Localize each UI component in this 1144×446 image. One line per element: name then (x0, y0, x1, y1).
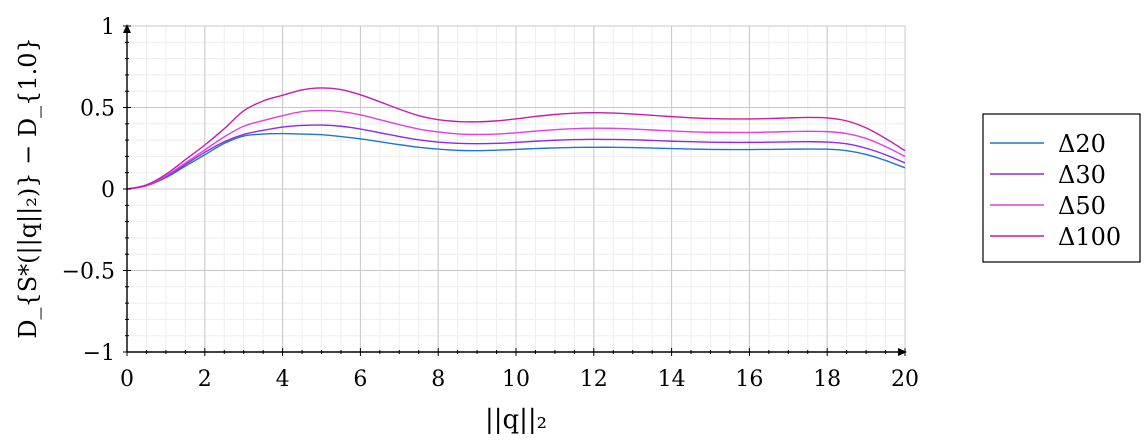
x-axis-label: ||q||₂ (485, 405, 547, 435)
legend-label-3: Δ100 (1058, 223, 1121, 251)
x-tick-label: 10 (502, 367, 530, 392)
legend-box (982, 113, 1141, 263)
series-line-0 (126, 132, 906, 190)
legend: Δ20 Δ30 Δ50 Δ100 (982, 113, 1141, 263)
legend-label-2: Δ50 (1058, 192, 1106, 220)
series-line-2 (126, 109, 906, 190)
y-tick-label: −0.5 (62, 260, 115, 285)
legend-label-0: Δ20 (1058, 130, 1106, 158)
x-tick-label: 12 (580, 367, 608, 392)
x-tick-label: 6 (353, 367, 367, 392)
x-tick-label: 8 (431, 367, 445, 392)
y-tick-label: 0.5 (80, 97, 115, 122)
y-tick-label: 1 (101, 15, 115, 40)
x-tick-label: 20 (891, 367, 919, 392)
y-axis-arrow-icon (123, 24, 131, 33)
series-line-1 (126, 124, 906, 190)
x-tick-label: 0 (120, 367, 134, 392)
y-tick-label: −1 (83, 341, 115, 366)
tick-labels: 0 2 4 6 8 10 12 14 16 18 20 1 0.5 0 −0.5 −1 (62, 15, 919, 392)
x-tick-label: 4 (276, 367, 290, 392)
x-tick-label: 18 (813, 367, 841, 392)
x-tick-label: 14 (658, 367, 686, 392)
x-tick-label: 2 (198, 367, 212, 392)
series-line-3 (126, 87, 906, 190)
legend-label-1: Δ30 (1058, 161, 1106, 189)
series-layer (126, 87, 906, 190)
x-axis-arrow-icon (898, 348, 907, 356)
y-axis-label: D_{S*(||q||₂)} − D_{1.0} (14, 37, 43, 339)
axes (123, 24, 907, 356)
y-tick-label: 0 (101, 178, 115, 203)
x-tick-label: 16 (735, 367, 763, 392)
